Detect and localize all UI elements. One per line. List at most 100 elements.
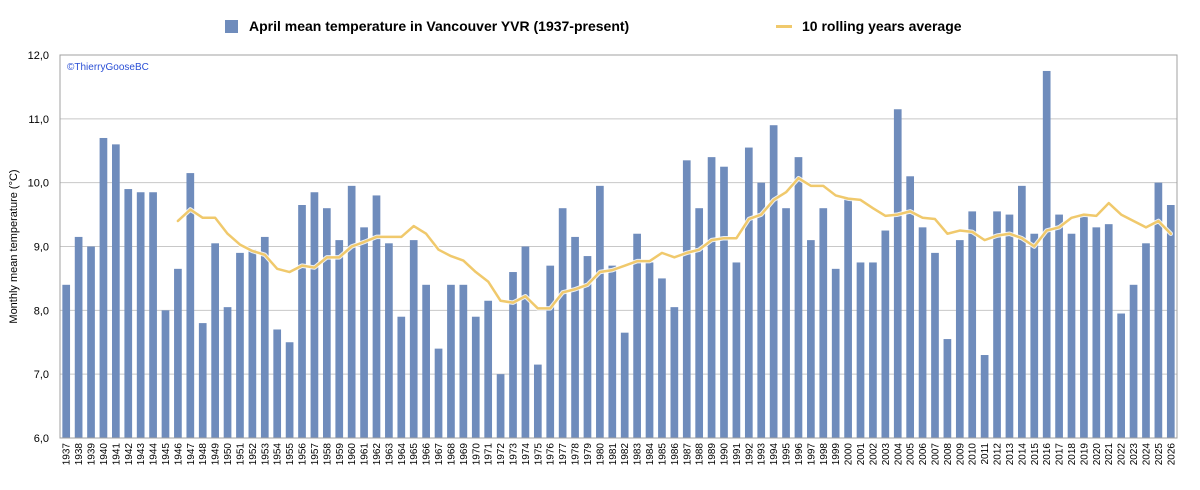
bar-1987	[682, 160, 691, 438]
bar-1984	[645, 262, 654, 438]
bar-1972	[496, 374, 505, 438]
x-tick-label: 1992	[744, 443, 755, 466]
bar-2005	[906, 176, 915, 439]
bar-1975	[533, 364, 542, 438]
x-tick-label: 2014	[1017, 443, 1028, 466]
bar-1988	[695, 208, 704, 438]
bar-1951	[236, 252, 244, 438]
credit-text: ©ThierryGooseBC	[67, 62, 149, 73]
x-tick-label: 1970	[471, 443, 482, 466]
bar-2018	[1067, 233, 1076, 438]
x-tick-label: 2013	[1005, 443, 1016, 466]
x-tick-label: 1944	[149, 443, 160, 466]
bar-2017	[1055, 214, 1063, 438]
x-tick-label: 2002	[868, 443, 879, 466]
x-tick-label: 2006	[918, 443, 929, 466]
bar-1982	[620, 332, 629, 438]
bar-2004	[893, 109, 902, 438]
x-tick-label: 1942	[124, 443, 135, 466]
x-tick-label: 1981	[608, 443, 619, 466]
bar-1980	[596, 185, 604, 438]
bar-2021	[1104, 224, 1113, 438]
x-tick-label: 1937	[62, 443, 73, 466]
plot-frame	[59, 54, 1178, 439]
y-tick-label: 11,0	[28, 114, 49, 126]
bar-1978	[571, 236, 579, 438]
bar-2007	[931, 252, 939, 438]
bar-2000	[844, 198, 852, 438]
bar-1952	[248, 249, 257, 438]
x-tick-label: 2024	[1141, 443, 1152, 466]
x-tick-label: 2003	[881, 443, 892, 466]
x-tick-label: 1986	[670, 443, 681, 466]
x-tick-label: 1955	[285, 443, 296, 466]
gridlines	[60, 118, 1177, 375]
bar-1950	[223, 307, 232, 438]
x-tick-label: 1946	[173, 443, 184, 466]
x-tick-labels: 1937 1938 1939 1940 1941 1942 1943 1944 1945 1946…	[62, 443, 1178, 466]
bar-1939	[87, 246, 95, 438]
x-tick-label: 1941	[111, 443, 122, 466]
bar-2001	[856, 262, 865, 438]
bar-1955	[285, 342, 294, 438]
x-tick-label: 1972	[496, 443, 507, 466]
x-tick-label: 1966	[422, 443, 433, 466]
bar-1963	[385, 243, 393, 438]
x-tick-label: 1960	[347, 443, 358, 466]
legend: April mean temperature in Vancouver YVR …	[0, 18, 1200, 44]
x-tick-label: 1979	[583, 443, 594, 466]
bar-2019	[1080, 214, 1088, 438]
x-tick-label: 2022	[1117, 443, 1128, 466]
x-tick-label: 1962	[372, 443, 383, 466]
x-tick-label: 1949	[211, 443, 222, 466]
x-tick-label: 1965	[409, 443, 420, 466]
bar-1985	[658, 278, 666, 438]
x-tick-label: 2012	[993, 443, 1004, 466]
legend-line-swatch	[776, 24, 792, 28]
bar-1998	[819, 208, 828, 438]
bar-1974	[521, 246, 530, 438]
bar-series	[62, 70, 1175, 439]
bar-1968	[447, 284, 455, 438]
y-tick-label: 10,0	[28, 178, 49, 190]
x-tick-label: 2010	[968, 443, 979, 466]
x-tick-label: 1988	[695, 443, 706, 466]
x-tick-label: 2016	[1042, 443, 1053, 466]
x-tick-label: 2000	[844, 443, 855, 466]
bar-2008	[943, 339, 952, 438]
x-tick-label: 1958	[322, 443, 333, 466]
bar-1983	[633, 233, 641, 438]
bar-2002	[869, 262, 877, 438]
x-tick-label: 1977	[558, 443, 569, 466]
x-tick-label: 1968	[446, 443, 457, 466]
x-tick-label: 1997	[806, 443, 817, 466]
x-tick-label: 1954	[273, 443, 284, 466]
x-tick-label: 1939	[87, 443, 98, 466]
bar-1993	[757, 182, 766, 438]
bar-2023	[1129, 284, 1138, 438]
x-tick-label: 1950	[223, 443, 234, 466]
x-tick-label: 1947	[186, 443, 197, 466]
x-tick-label: 1964	[397, 443, 408, 466]
x-tick-label: 1943	[136, 443, 147, 466]
bar-1957	[310, 192, 319, 438]
y-tick-label: 8,0	[34, 305, 49, 317]
bar-1967	[434, 348, 443, 438]
bar-1966	[422, 284, 430, 438]
x-tick-label: 1959	[335, 443, 346, 466]
bar-1959	[335, 240, 344, 438]
x-tick-label: 1940	[99, 443, 110, 466]
x-tick-label: 1971	[484, 443, 495, 466]
bar-1970	[471, 316, 480, 438]
x-tick-label: 1991	[732, 443, 743, 466]
x-tick-label: 2025	[1154, 443, 1165, 466]
bar-2014	[1018, 185, 1026, 438]
legend-item-bars: April mean temperature in Vancouver YVR …	[225, 18, 629, 34]
bar-1969	[459, 284, 468, 438]
bar-2009	[955, 240, 964, 438]
x-tick-label: 1987	[682, 443, 693, 466]
bar-1954	[273, 329, 282, 438]
x-tick-label: 2018	[1067, 443, 1078, 466]
x-tick-label: 1957	[310, 443, 321, 466]
